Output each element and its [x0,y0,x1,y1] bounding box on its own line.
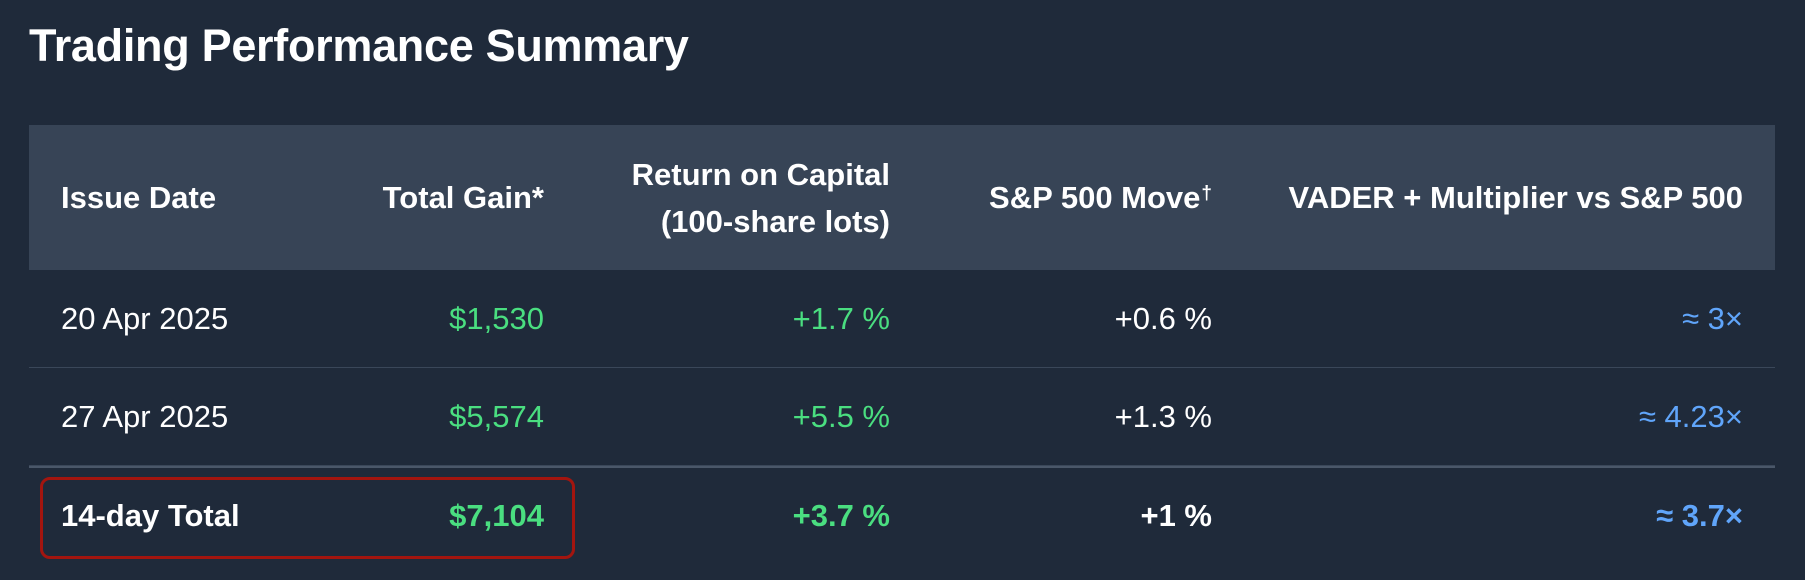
header-issue-date: Issue Date [61,180,217,215]
header-return-on-capital: Return on Capital (100-share lots) [576,151,922,245]
table-row: 20 Apr 2025 $1,530 +1.7 % +0.6 % ≈ 3× [29,270,1775,368]
header-sp500-move-label: S&P 500 Move [989,180,1201,215]
header-sp500-move: S&P 500 Move† [922,174,1244,221]
dagger-footnote-mark: † [1201,183,1212,204]
cell-total-gain: $1,530 [449,300,544,336]
total-return: +3.7 % [792,498,890,533]
cell-issue-date: 20 Apr 2025 [61,300,229,336]
header-vader-vs-sp500: VADER + Multiplier vs S&P 500 [1288,180,1743,215]
table-header-row: Issue Date Total Gain* Return on Capital… [29,125,1775,270]
total-multiplier: ≈ 3.7× [1656,498,1743,533]
header-return-line2: (100-share lots) [660,203,890,239]
cell-return: +1.7 % [792,300,890,336]
page-title: Trading Performance Summary [29,20,689,71]
header-return-line1: Return on Capital [631,156,890,192]
header-total-gain: Total Gain* [382,180,544,215]
total-gain: $7,104 [449,498,544,533]
cell-sp500-move: +1.3 % [1114,398,1212,434]
table-row: 27 Apr 2025 $5,574 +5.5 % +1.3 % ≈ 4.23× [29,368,1775,466]
total-label: 14-day Total [61,498,240,533]
cell-multiplier: ≈ 4.23× [1638,398,1743,434]
cell-total-gain: $5,574 [449,398,544,434]
cell-issue-date: 27 Apr 2025 [61,398,229,434]
cell-multiplier: ≈ 3× [1682,300,1743,336]
performance-table: Issue Date Total Gain* Return on Capital… [29,125,1775,564]
cell-sp500-move: +0.6 % [1114,300,1212,336]
table-total-row: 14-day Total $7,104 +3.7 % +1 % ≈ 3.7× [29,466,1775,564]
cell-return: +5.5 % [792,398,890,434]
total-sp500-move: +1 % [1140,498,1212,533]
